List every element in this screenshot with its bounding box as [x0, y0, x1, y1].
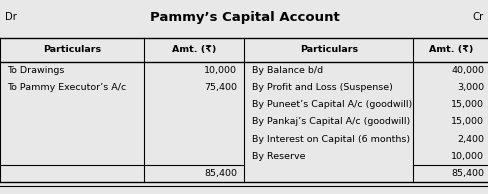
- Text: By Puneet’s Capital A/c (goodwill): By Puneet’s Capital A/c (goodwill): [251, 100, 411, 109]
- Text: By Pankaj’s Capital A/c (goodwill): By Pankaj’s Capital A/c (goodwill): [251, 117, 409, 126]
- Text: Particulars: Particulars: [43, 45, 101, 54]
- Text: 85,400: 85,400: [204, 169, 237, 178]
- Text: To Pammy Executor’s A/c: To Pammy Executor’s A/c: [7, 83, 126, 92]
- Text: By Interest on Capital (6 months): By Interest on Capital (6 months): [251, 135, 409, 144]
- Text: 3,000: 3,000: [456, 83, 483, 92]
- Text: Dr: Dr: [5, 12, 17, 23]
- Text: 40,000: 40,000: [450, 66, 483, 75]
- Text: 85,400: 85,400: [450, 169, 483, 178]
- Text: 10,000: 10,000: [450, 152, 483, 161]
- Text: 10,000: 10,000: [204, 66, 237, 75]
- Text: Cr: Cr: [472, 12, 483, 23]
- Text: Particulars: Particulars: [299, 45, 357, 54]
- Text: 15,000: 15,000: [450, 117, 483, 126]
- Text: 75,400: 75,400: [204, 83, 237, 92]
- Text: 2,400: 2,400: [456, 135, 483, 144]
- Text: To Drawings: To Drawings: [7, 66, 64, 75]
- Text: By Balance b/d: By Balance b/d: [251, 66, 322, 75]
- Text: By Reserve: By Reserve: [251, 152, 305, 161]
- Text: Pammy’s Capital Account: Pammy’s Capital Account: [149, 11, 339, 24]
- Text: Amt. (₹): Amt. (₹): [172, 45, 216, 54]
- Text: By Profit and Loss (Suspense): By Profit and Loss (Suspense): [251, 83, 392, 92]
- Text: Amt. (₹): Amt. (₹): [428, 45, 472, 54]
- Text: 15,000: 15,000: [450, 100, 483, 109]
